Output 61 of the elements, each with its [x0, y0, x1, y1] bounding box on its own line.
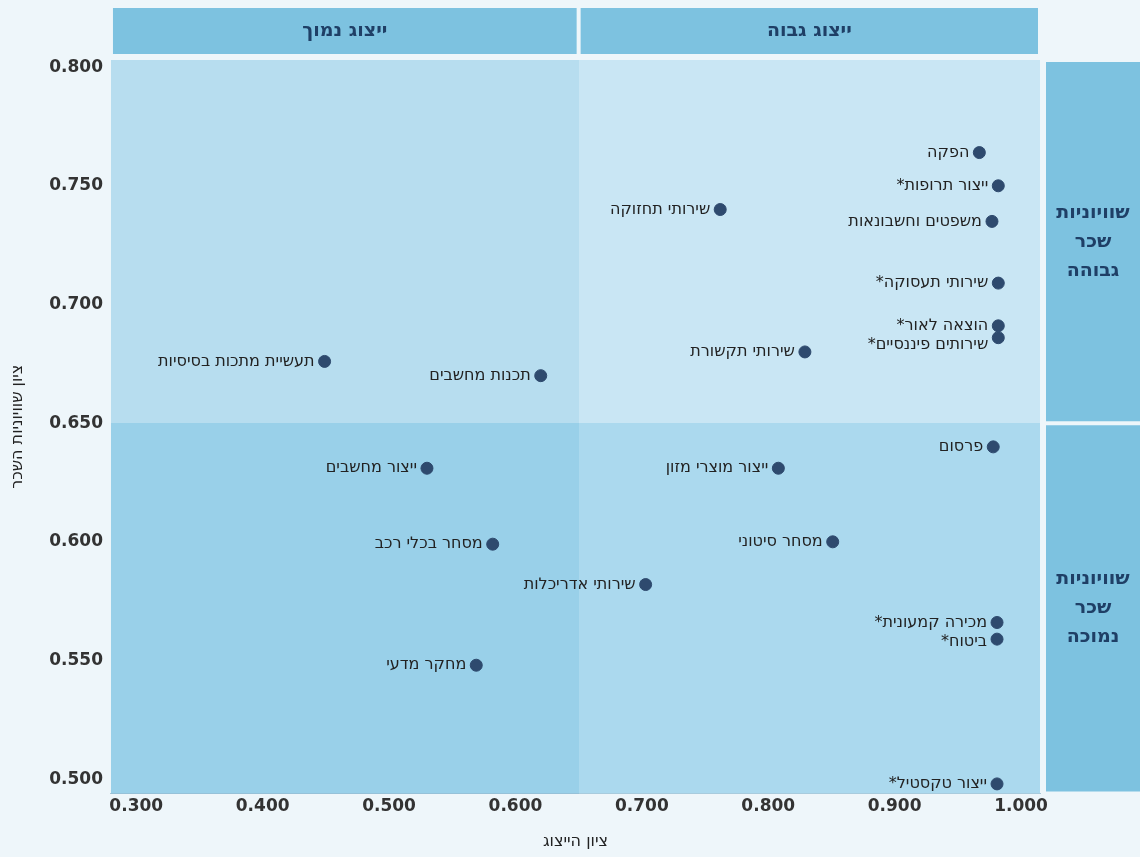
band-label: ייצוג נמוך — [302, 17, 388, 41]
point — [420, 461, 434, 475]
point — [991, 276, 1005, 290]
x-tick-label: 0.800 — [741, 795, 796, 816]
annotation: שירותים פיננסיים* — [867, 333, 989, 353]
y-tick-label: 0.550 — [49, 648, 104, 669]
x-tick-label: 0.600 — [488, 795, 543, 816]
annotation: שירותי תעסוקה* — [875, 272, 989, 292]
annotation: מסחר בכלי רכב — [374, 533, 483, 553]
point — [486, 537, 500, 551]
point — [990, 777, 1004, 791]
point — [991, 179, 1005, 193]
annotation: פרסום — [938, 436, 984, 456]
point — [972, 146, 986, 160]
x-tick-label: 0.500 — [362, 795, 417, 816]
annotation: משפטים וחשבונאות — [848, 210, 982, 230]
band-label: ייצוג גבוה — [766, 17, 852, 40]
point — [318, 354, 332, 368]
x-tick-label: 0.400 — [235, 795, 290, 816]
annotation: ייצור מחשבים — [325, 457, 417, 477]
point — [986, 440, 1000, 454]
y-tick-label: 0.750 — [49, 174, 104, 195]
x-axis-title: ציון הייצוג — [543, 830, 608, 850]
point — [990, 632, 1004, 646]
y-tick-label: 0.500 — [49, 767, 104, 788]
point — [826, 535, 840, 549]
annotation: ייצור תרופות* — [896, 174, 989, 194]
point — [534, 369, 548, 383]
annotation: שירותי תקשורת — [690, 341, 795, 361]
point — [771, 461, 785, 475]
y-tick-label: 0.700 — [49, 292, 104, 313]
point — [798, 345, 812, 359]
annotation: ייצור מוצרי מזון — [665, 457, 769, 477]
y-axis-title: ציון שוויוניות השכר — [6, 364, 26, 489]
band-label: שוויוניות שכר גבוהה — [1056, 199, 1131, 280]
x-tick-label: 0.300 — [109, 795, 164, 816]
point — [991, 331, 1005, 345]
y-tick-label: 0.650 — [49, 411, 104, 432]
annotation: שירותי תחזוקה — [610, 198, 711, 218]
annotation: מסחר סיטוני — [738, 530, 823, 550]
annotation: שירותי אדריכלות — [523, 573, 636, 593]
annotation: מחקר מדעי — [386, 654, 467, 674]
point — [469, 658, 483, 672]
y-tick-label: 0.600 — [49, 530, 104, 551]
point — [990, 616, 1004, 630]
annotation: מכירה קמעונית* — [874, 611, 988, 631]
point — [985, 214, 999, 228]
x-tick-label: 0.900 — [867, 795, 922, 816]
annotation: הוצאה לאור* — [896, 314, 989, 334]
point — [991, 319, 1005, 333]
point — [713, 203, 727, 217]
band-label: שוויוניות שכר נמוכה — [1056, 566, 1131, 647]
x-tick-label: 0.700 — [614, 795, 669, 816]
annotation: ביטוח* — [941, 630, 988, 650]
point — [639, 578, 653, 592]
annotation: הפקה — [927, 141, 970, 161]
annotation: תכנות מחשבים — [429, 364, 531, 384]
annotation: תעשיית מתכות בסיסיות — [158, 350, 315, 370]
x-tick-label: 1.000 — [994, 795, 1049, 816]
annotation: ייצור טקסטיל* — [888, 773, 988, 793]
y-tick-label: 0.800 — [49, 55, 104, 76]
